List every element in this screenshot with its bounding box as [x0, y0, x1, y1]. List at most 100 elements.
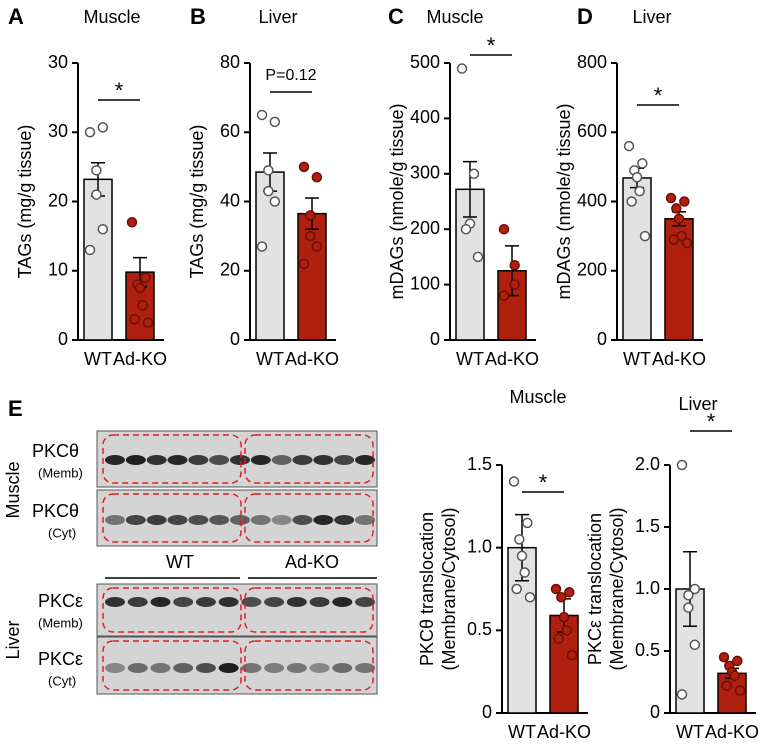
y-tick-label: 10 — [48, 260, 68, 280]
blot-band — [188, 455, 209, 465]
data-point — [673, 213, 685, 225]
data-point — [676, 459, 688, 471]
dashed-box — [102, 493, 242, 543]
tissue-label: Liver — [3, 620, 23, 659]
data-point — [514, 534, 525, 545]
data-point — [553, 633, 564, 644]
data-point — [511, 583, 522, 595]
y-tick-label: 300 — [410, 163, 440, 183]
blot-band — [195, 663, 216, 673]
panel-letter: D — [577, 4, 593, 29]
bar — [255, 171, 285, 341]
significance-label: * — [115, 78, 124, 103]
chart-title: Muscle — [509, 387, 566, 407]
blot-band — [230, 455, 250, 465]
blot-band — [271, 455, 292, 465]
y-tick-label: 1.5 — [467, 454, 492, 474]
data-point — [566, 649, 578, 661]
blot-band — [286, 663, 307, 673]
blot-band — [105, 515, 125, 525]
data-point — [689, 583, 701, 595]
data-point — [558, 611, 570, 623]
blot-band — [173, 597, 194, 607]
protein-label: PKCθ — [32, 501, 79, 521]
blot-band — [241, 597, 262, 607]
y-axis-label: mDAGs (nmole/g tissue) — [387, 103, 407, 299]
data-point — [126, 217, 138, 228]
x-tick-label: WT — [456, 349, 484, 369]
data-point — [91, 165, 102, 176]
blot-band — [125, 455, 146, 465]
group-label: Ad-KO — [285, 552, 339, 572]
chart-title: Liver — [258, 7, 297, 27]
x-tick-label: Ad-KO — [113, 349, 167, 369]
protein-label: PKCε — [38, 591, 83, 611]
data-point — [671, 203, 682, 214]
data-point — [679, 196, 690, 207]
data-point — [137, 300, 148, 311]
data-point — [305, 210, 316, 221]
y-tick-label: 2.0 — [635, 454, 660, 474]
significance-label: * — [487, 33, 496, 58]
data-point — [134, 282, 146, 294]
blot-band — [271, 515, 292, 525]
blot-band — [286, 597, 307, 607]
significance-label: * — [539, 470, 548, 495]
y-tick-label: 80 — [220, 52, 240, 72]
data-point — [305, 230, 316, 242]
data-point — [718, 651, 730, 663]
fraction-label: (Memb) — [38, 615, 83, 630]
data-point — [637, 158, 648, 169]
data-point — [623, 140, 635, 152]
tissue-label: Muscle — [3, 461, 23, 518]
data-point — [311, 172, 323, 183]
data-point — [140, 272, 151, 283]
protein-label: PKCθ — [32, 441, 79, 461]
data-point — [550, 583, 562, 595]
blot-band — [313, 455, 334, 465]
blot-band — [218, 663, 239, 673]
y-tick-label: 20 — [220, 260, 240, 280]
y-axis-label: (Membrane/Cytosol) — [607, 507, 627, 670]
y-axis-label: (Membrane/Cytosol) — [439, 507, 459, 670]
data-point — [519, 567, 530, 578]
y-tick-label: 500 — [410, 52, 440, 72]
data-point — [269, 116, 281, 128]
data-point — [256, 109, 268, 121]
y-tick-label: 0.5 — [635, 640, 660, 660]
data-point — [84, 244, 96, 256]
x-tick-label: Ad-KO — [485, 349, 539, 369]
y-tick-label: 60 — [220, 121, 240, 141]
y-axis-label: PKCε translocation — [585, 513, 605, 665]
blot-band — [250, 515, 271, 525]
blot-band — [105, 455, 125, 465]
x-tick-label: WT — [256, 349, 284, 369]
fraction-label: (Cyt) — [48, 525, 76, 540]
x-tick-label: WT — [676, 722, 704, 742]
x-tick-label: Ad-KO — [285, 349, 339, 369]
y-tick-label: 200 — [410, 218, 440, 238]
significance-label: P=0.12 — [265, 67, 316, 84]
data-point — [472, 251, 484, 263]
blot-band — [195, 597, 216, 607]
blot-band — [167, 455, 188, 465]
blot-band — [355, 515, 375, 525]
blot-band — [355, 663, 375, 673]
dashed-box — [244, 434, 374, 484]
chart-title: Liver — [632, 7, 671, 27]
dashed-box — [244, 493, 374, 543]
panel-letter: B — [190, 4, 206, 29]
data-point — [298, 258, 310, 270]
data-point — [84, 127, 96, 138]
data-point — [683, 602, 694, 613]
group-label: WT — [166, 552, 194, 572]
blot-band — [173, 663, 194, 673]
y-axis-label: mDAGs (nmole/g tissue) — [554, 103, 574, 299]
y-tick-label: 0 — [650, 702, 660, 722]
data-point — [634, 185, 645, 197]
panel-letter: A — [8, 4, 24, 29]
y-tick-label: 1.0 — [635, 578, 660, 598]
data-point — [509, 279, 520, 290]
data-point — [311, 241, 323, 252]
